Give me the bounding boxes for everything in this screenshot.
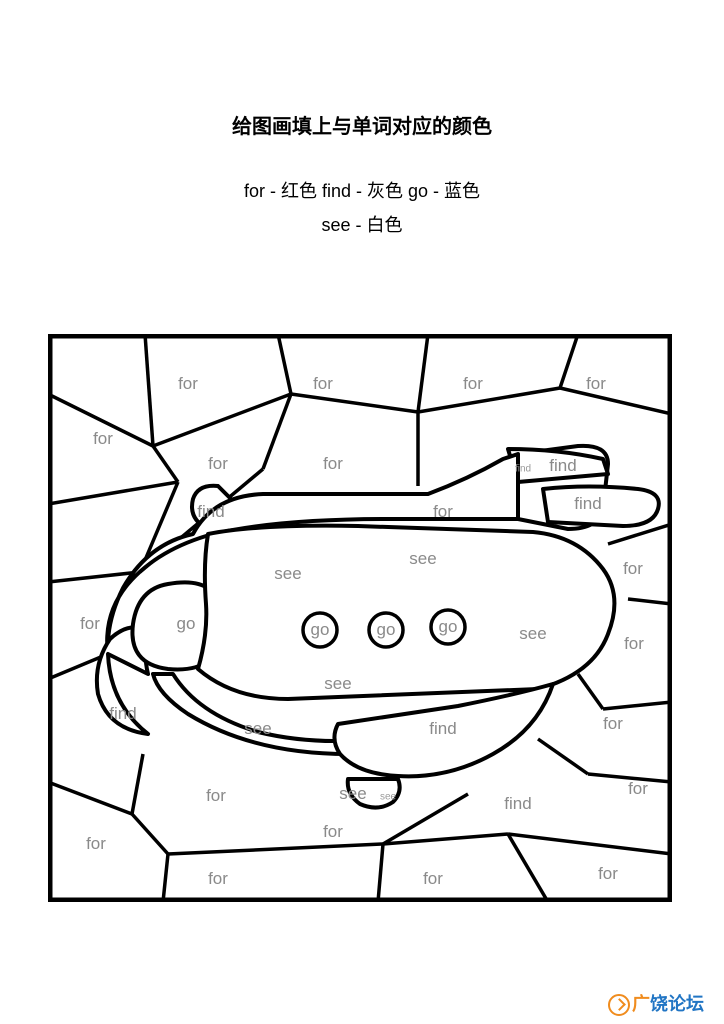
region-label-find: find	[515, 464, 531, 475]
region-label-for: for	[598, 864, 618, 884]
region-label-see: see	[519, 624, 546, 644]
airplane-svg	[48, 334, 672, 902]
region-label-find: find	[574, 494, 601, 514]
region-label-see: see	[409, 549, 436, 569]
region-label-for: for	[80, 614, 100, 634]
region-label-find: find	[197, 502, 224, 522]
region-label-for: for	[624, 634, 644, 654]
region-label-see: see	[380, 792, 396, 803]
region-label-find: find	[109, 704, 136, 724]
region-label-for: for	[603, 714, 623, 734]
region-label-go: go	[311, 620, 330, 640]
region-label-for: for	[423, 869, 443, 889]
header: 给图画填上与单词对应的颜色 for - 红色 find - 灰色 go - 蓝色…	[0, 0, 724, 237]
region-label-find: find	[429, 719, 456, 739]
legend-line-1: for - 红色 find - 灰色 go - 蓝色	[0, 177, 724, 203]
region-label-for: for	[313, 374, 333, 394]
worksheet-page: 给图画填上与单词对应的颜色 for - 红色 find - 灰色 go - 蓝色…	[0, 0, 724, 237]
region-label-for: for	[463, 374, 483, 394]
region-label-go: go	[377, 620, 396, 640]
coloring-diagram: for for for for for for for for find find find find…	[48, 334, 672, 902]
region-label-for: for	[433, 502, 453, 522]
page-title: 给图画填上与单词对应的颜色	[0, 110, 724, 139]
region-label-see: see	[339, 784, 366, 804]
region-label-for: for	[178, 374, 198, 394]
legend-line-2: see - 白色	[0, 211, 724, 237]
region-label-go: go	[439, 617, 458, 637]
region-label-for: for	[586, 374, 606, 394]
region-label-see: see	[244, 719, 271, 739]
watermark-text-2: 饶论坛	[650, 994, 704, 1014]
region-label-for: for	[323, 822, 343, 842]
region-label-for: for	[623, 559, 643, 579]
region-label-for: for	[206, 786, 226, 806]
region-label-for: for	[323, 454, 343, 474]
region-label-for: for	[86, 834, 106, 854]
region-label-see: see	[324, 674, 351, 694]
watermark-text-1: 广	[632, 994, 650, 1014]
region-label-find: find	[504, 794, 531, 814]
region-label-find: find	[549, 456, 576, 476]
region-label-for: for	[628, 779, 648, 799]
region-label-go: go	[177, 614, 196, 634]
region-label-for: for	[208, 869, 228, 889]
region-label-see: see	[274, 564, 301, 584]
region-label-for: for	[208, 454, 228, 474]
watermark-icon	[608, 994, 630, 1016]
region-label-for: for	[93, 429, 113, 449]
